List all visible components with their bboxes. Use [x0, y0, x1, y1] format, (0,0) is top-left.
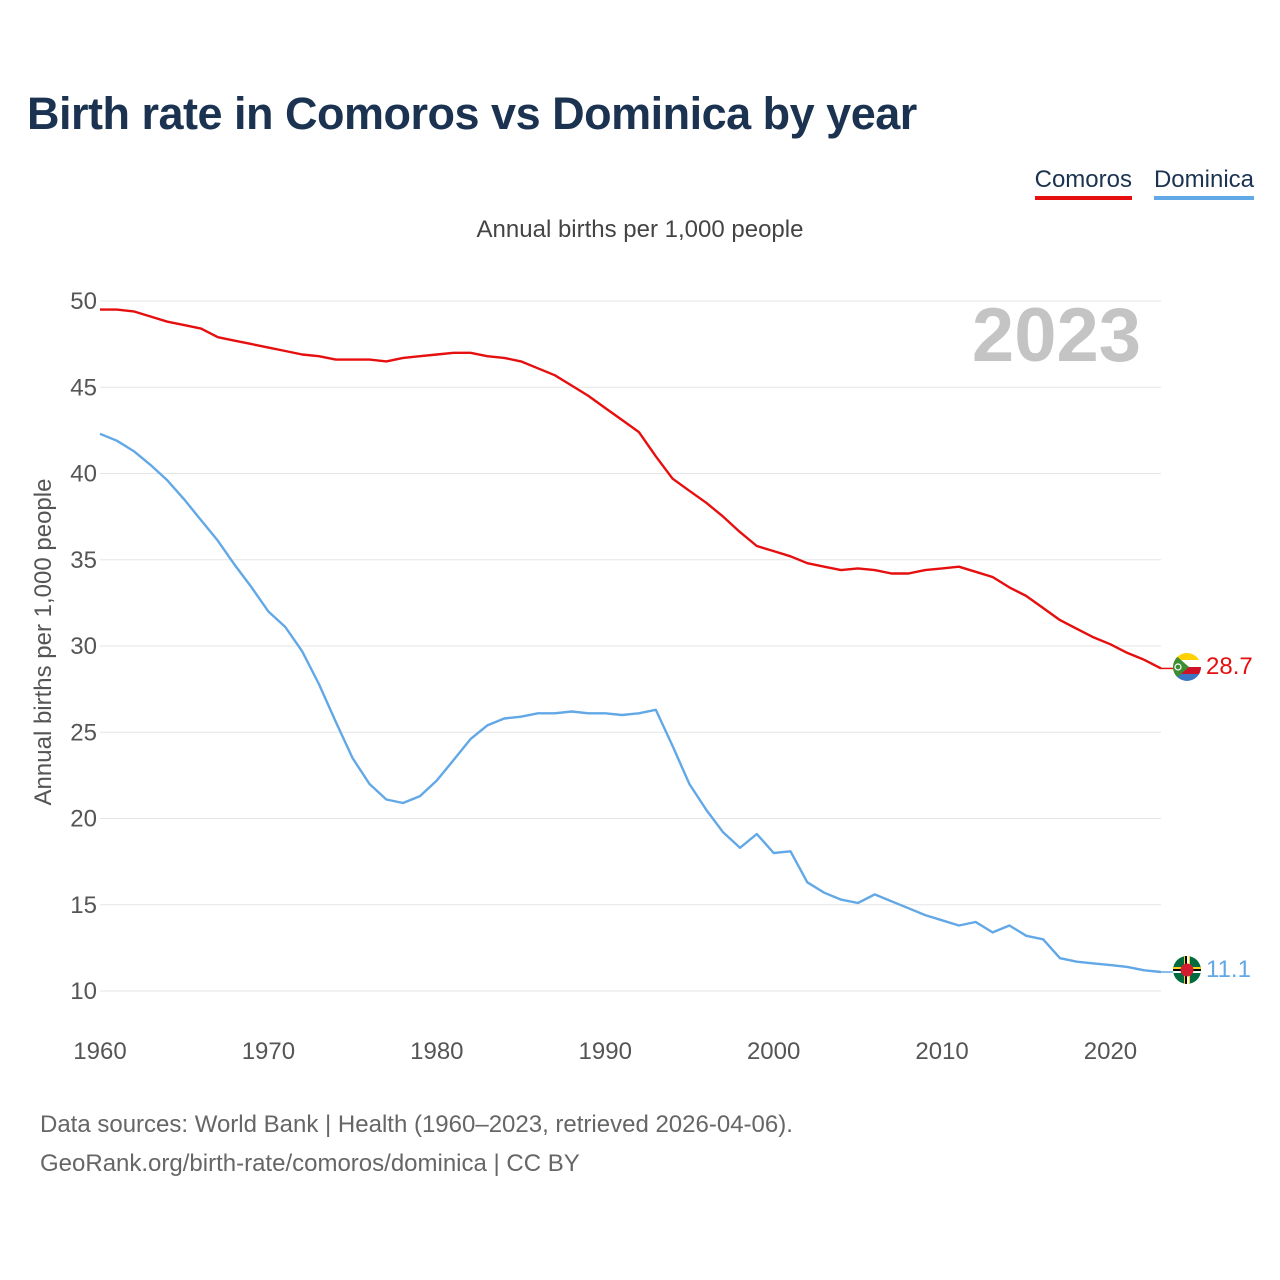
- y-tick-label: 35: [70, 547, 97, 574]
- legend-item-dominica[interactable]: Dominica: [1153, 166, 1254, 200]
- legend-item-comoros[interactable]: Comoros: [1034, 166, 1132, 200]
- x-tick-label: 1970: [242, 1038, 295, 1065]
- y-tick-label: 15: [70, 892, 97, 919]
- y-tick-label: 25: [70, 719, 97, 746]
- footer: Data sources: World Bank | Health (1960–…: [40, 1105, 793, 1183]
- x-tick-label: 1980: [410, 1038, 463, 1065]
- dominica-end-label: 11.1: [1206, 956, 1251, 983]
- legend: Comoros Dominica: [1034, 166, 1254, 200]
- gridlines: [100, 300, 1161, 992]
- x-tick-label: 1960: [73, 1038, 126, 1065]
- series-lines: [99, 308, 1173, 974]
- source-url: GeoRank.org/birth-rate/comoros/dominica …: [40, 1150, 580, 1177]
- data-source-note: Data sources: World Bank | Health (1960–…: [40, 1111, 793, 1138]
- chart-title: Birth rate in Comoros vs Dominica by yea…: [27, 88, 917, 139]
- comoros-flag-icon: [1173, 653, 1201, 681]
- y-axis-label: Annual births per 1,000 people: [30, 479, 57, 806]
- y-tick-label: 30: [70, 633, 97, 660]
- year-watermark: 2023: [972, 293, 1141, 378]
- y-tick-label: 10: [70, 978, 97, 1005]
- y-tick-label: 45: [70, 374, 97, 401]
- x-tick-label: 2010: [915, 1038, 968, 1065]
- x-tick-label: 2000: [747, 1038, 800, 1065]
- y-tick-label: 20: [70, 806, 97, 833]
- chart-subtitle: Annual births per 1,000 people: [476, 216, 804, 243]
- y-axis-ticks: 10 15 20 25 30 35 40 45 50: [70, 288, 97, 1005]
- dominica-flag-icon: [1173, 956, 1201, 984]
- series-line-dominica: [99, 432, 1162, 974]
- series-line-comoros: [100, 308, 1162, 670]
- x-tick-label: 2020: [1084, 1038, 1137, 1065]
- x-tick-label: 1990: [579, 1038, 632, 1065]
- comoros-end-label: 28.7: [1206, 653, 1253, 680]
- x-axis-ticks: 1960 1970 1980 1990 2000 2010 2020: [73, 1038, 1137, 1065]
- y-tick-label: 40: [70, 461, 97, 488]
- y-tick-label: 50: [70, 288, 97, 315]
